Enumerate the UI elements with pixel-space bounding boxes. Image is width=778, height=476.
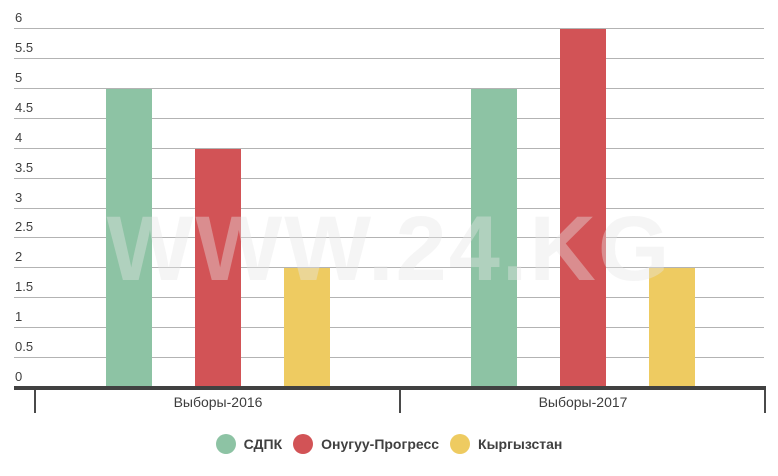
y-tick-label-6: 6 <box>15 10 23 25</box>
y-tick-label-0: 0 <box>15 369 23 384</box>
legend-label-кыргызстан: Кыргызстан <box>478 436 563 452</box>
gridline-4.5 <box>14 118 764 119</box>
gridline-5 <box>14 88 764 89</box>
y-tick-label-3: 3 <box>15 190 23 205</box>
y-tick-label-2.5: 2.5 <box>15 219 34 234</box>
category-label-выборы-2017: Выборы-2017 <box>538 394 628 410</box>
bar-сдпк-выборы-2016[interactable] <box>106 89 152 387</box>
y-tick-label-1.5: 1.5 <box>15 279 34 294</box>
x-axis-line <box>14 386 766 390</box>
gridline-3.5 <box>14 178 764 179</box>
bar-онугуу-прогресс-выборы-2017[interactable] <box>560 29 606 387</box>
y-tick-label-1: 1 <box>15 309 23 324</box>
legend-item-кыргызстан[interactable]: Кыргызстан <box>450 434 562 454</box>
legend-label-онугуу-прогресс: Онугуу-Прогресс <box>321 436 440 452</box>
bar-кыргызстан-выборы-2016[interactable] <box>284 268 330 387</box>
y-tick-label-4: 4 <box>15 130 23 145</box>
gridline-5.5 <box>14 58 764 59</box>
bar-сдпк-выборы-2017[interactable] <box>471 89 517 387</box>
legend-item-сдпк[interactable]: СДПК <box>215 434 283 454</box>
gridline-2.5 <box>14 237 764 238</box>
x-axis-tick-2 <box>764 390 766 413</box>
legend-label-сдпк: СДПК <box>243 436 283 452</box>
gridline-6 <box>14 28 764 29</box>
legend-swatch-сдпк <box>215 434 236 454</box>
chart-legend: СДПК Онугуу-Прогресс Кыргызстан <box>0 434 778 454</box>
legend-item-онугуу-прогресс[interactable]: Онугуу-Прогресс <box>293 434 439 454</box>
bar-онугуу-прогресс-выборы-2016[interactable] <box>195 149 241 387</box>
legend-swatch-кыргызстан <box>450 434 471 454</box>
gridline-3 <box>14 208 764 209</box>
gridline-2 <box>14 267 764 268</box>
gridline-4 <box>14 148 764 149</box>
y-tick-label-0.5: 0.5 <box>15 339 34 354</box>
gridline-1 <box>14 327 764 328</box>
gridline-1.5 <box>14 297 764 298</box>
bar-кыргызстан-выборы-2017[interactable] <box>649 268 695 387</box>
y-tick-label-3.5: 3.5 <box>15 160 34 175</box>
x-axis-tick-0 <box>34 390 36 413</box>
y-tick-label-2: 2 <box>15 249 23 264</box>
gridline-0.5 <box>14 357 764 358</box>
y-tick-label-5.5: 5.5 <box>15 40 34 55</box>
category-label-выборы-2016: Выборы-2016 <box>173 394 263 410</box>
x-axis-tick-1 <box>399 390 401 413</box>
y-tick-label-4.5: 4.5 <box>15 100 34 115</box>
y-tick-label-5: 5 <box>15 70 23 85</box>
legend-swatch-онугуу-прогресс <box>293 434 314 454</box>
